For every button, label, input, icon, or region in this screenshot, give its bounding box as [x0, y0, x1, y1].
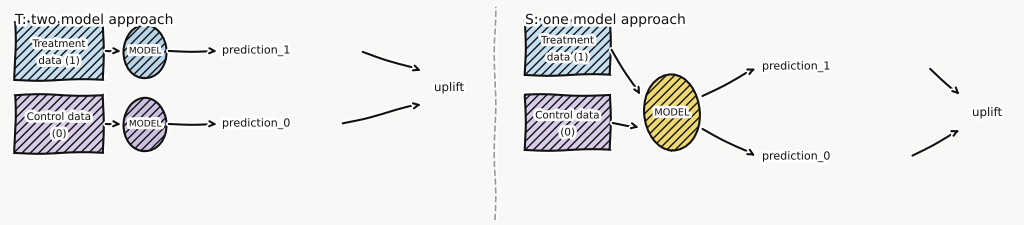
- FancyBboxPatch shape: [15, 95, 103, 153]
- Text: S: one model approach: S: one model approach: [525, 13, 686, 27]
- Ellipse shape: [644, 74, 700, 151]
- Text: Treatment: Treatment: [541, 36, 594, 45]
- Text: Control data: Control data: [536, 110, 600, 121]
- Ellipse shape: [124, 24, 166, 78]
- Text: MODEL: MODEL: [654, 108, 690, 117]
- FancyBboxPatch shape: [525, 95, 610, 150]
- FancyBboxPatch shape: [15, 22, 103, 80]
- Text: Treatment: Treatment: [33, 39, 85, 49]
- Ellipse shape: [124, 97, 166, 151]
- Text: uplift: uplift: [972, 106, 1002, 119]
- Text: (0): (0): [52, 129, 67, 139]
- Text: MODEL: MODEL: [129, 119, 161, 128]
- Text: prediction_0: prediction_0: [222, 119, 291, 129]
- Text: prediction_1: prediction_1: [222, 45, 291, 56]
- FancyBboxPatch shape: [525, 20, 610, 75]
- Text: data (1): data (1): [547, 52, 588, 63]
- Text: MODEL: MODEL: [129, 47, 161, 56]
- Text: data (1): data (1): [38, 56, 80, 66]
- Text: uplift: uplift: [434, 81, 464, 94]
- Text: prediction_1: prediction_1: [762, 62, 830, 72]
- Text: Control data: Control data: [27, 112, 91, 122]
- Text: T: two model approach: T: two model approach: [15, 13, 174, 27]
- Text: prediction_0: prediction_0: [762, 152, 830, 162]
- Text: (0): (0): [560, 128, 574, 137]
